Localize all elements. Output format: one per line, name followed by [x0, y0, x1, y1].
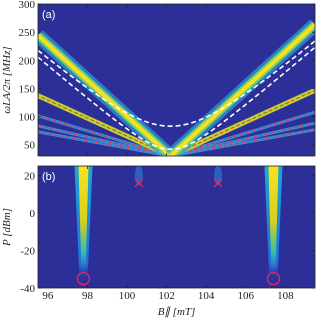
fit-line: [170, 122, 315, 156]
fit-line: [170, 111, 315, 156]
fit-line: [38, 125, 171, 156]
fit-line: [38, 131, 171, 156]
cross-marker: [213, 178, 223, 188]
y-tick-label: 20: [24, 170, 36, 182]
panel-a-frame: [37, 3, 316, 157]
y-tick-label: 150: [19, 83, 36, 95]
branch: [38, 33, 172, 156]
y-tick-label: 50: [24, 140, 36, 152]
streak: [78, 166, 89, 275]
y-tick-label: -20: [20, 245, 35, 257]
panel-label: (a): [42, 9, 55, 21]
y-tick-label: 0: [30, 208, 36, 220]
fit-line: [38, 115, 171, 156]
x-tick-label: 96: [42, 290, 54, 302]
y-axis-label: ωLA/2π [MHz]: [1, 46, 13, 113]
y-tick-label: 300: [19, 0, 36, 11]
y-axis-label: P [dBm]: [1, 208, 13, 247]
circle-marker: [76, 271, 91, 286]
y-tick-label: 100: [19, 112, 36, 124]
x-tick-label: 108: [277, 290, 294, 302]
panel-label: (b): [42, 171, 55, 183]
x-tick-label: 98: [82, 290, 94, 302]
branch: [169, 23, 315, 156]
fit-line: [38, 95, 171, 156]
panel-a-image: [38, 4, 315, 156]
circle-marker: [266, 271, 281, 286]
streak: [268, 166, 279, 275]
x-axis-label: B∥ [mT]: [158, 306, 196, 318]
x-tick-label: 100: [119, 290, 136, 302]
dashed-curve: [38, 46, 315, 150]
x-tick-label: 106: [238, 290, 255, 302]
cross-marker: [134, 178, 144, 188]
x-tick-label: 102: [158, 290, 175, 302]
panel-b-image: [38, 166, 315, 288]
fit-line: [170, 89, 315, 156]
x-tick-label: 104: [198, 290, 215, 302]
y-tick-label: 200: [19, 55, 36, 67]
y-tick-label: 250: [19, 27, 36, 39]
panel-b-frame: [37, 165, 316, 289]
dashed-curve: [38, 40, 315, 127]
y-tick-label: -40: [20, 283, 35, 295]
